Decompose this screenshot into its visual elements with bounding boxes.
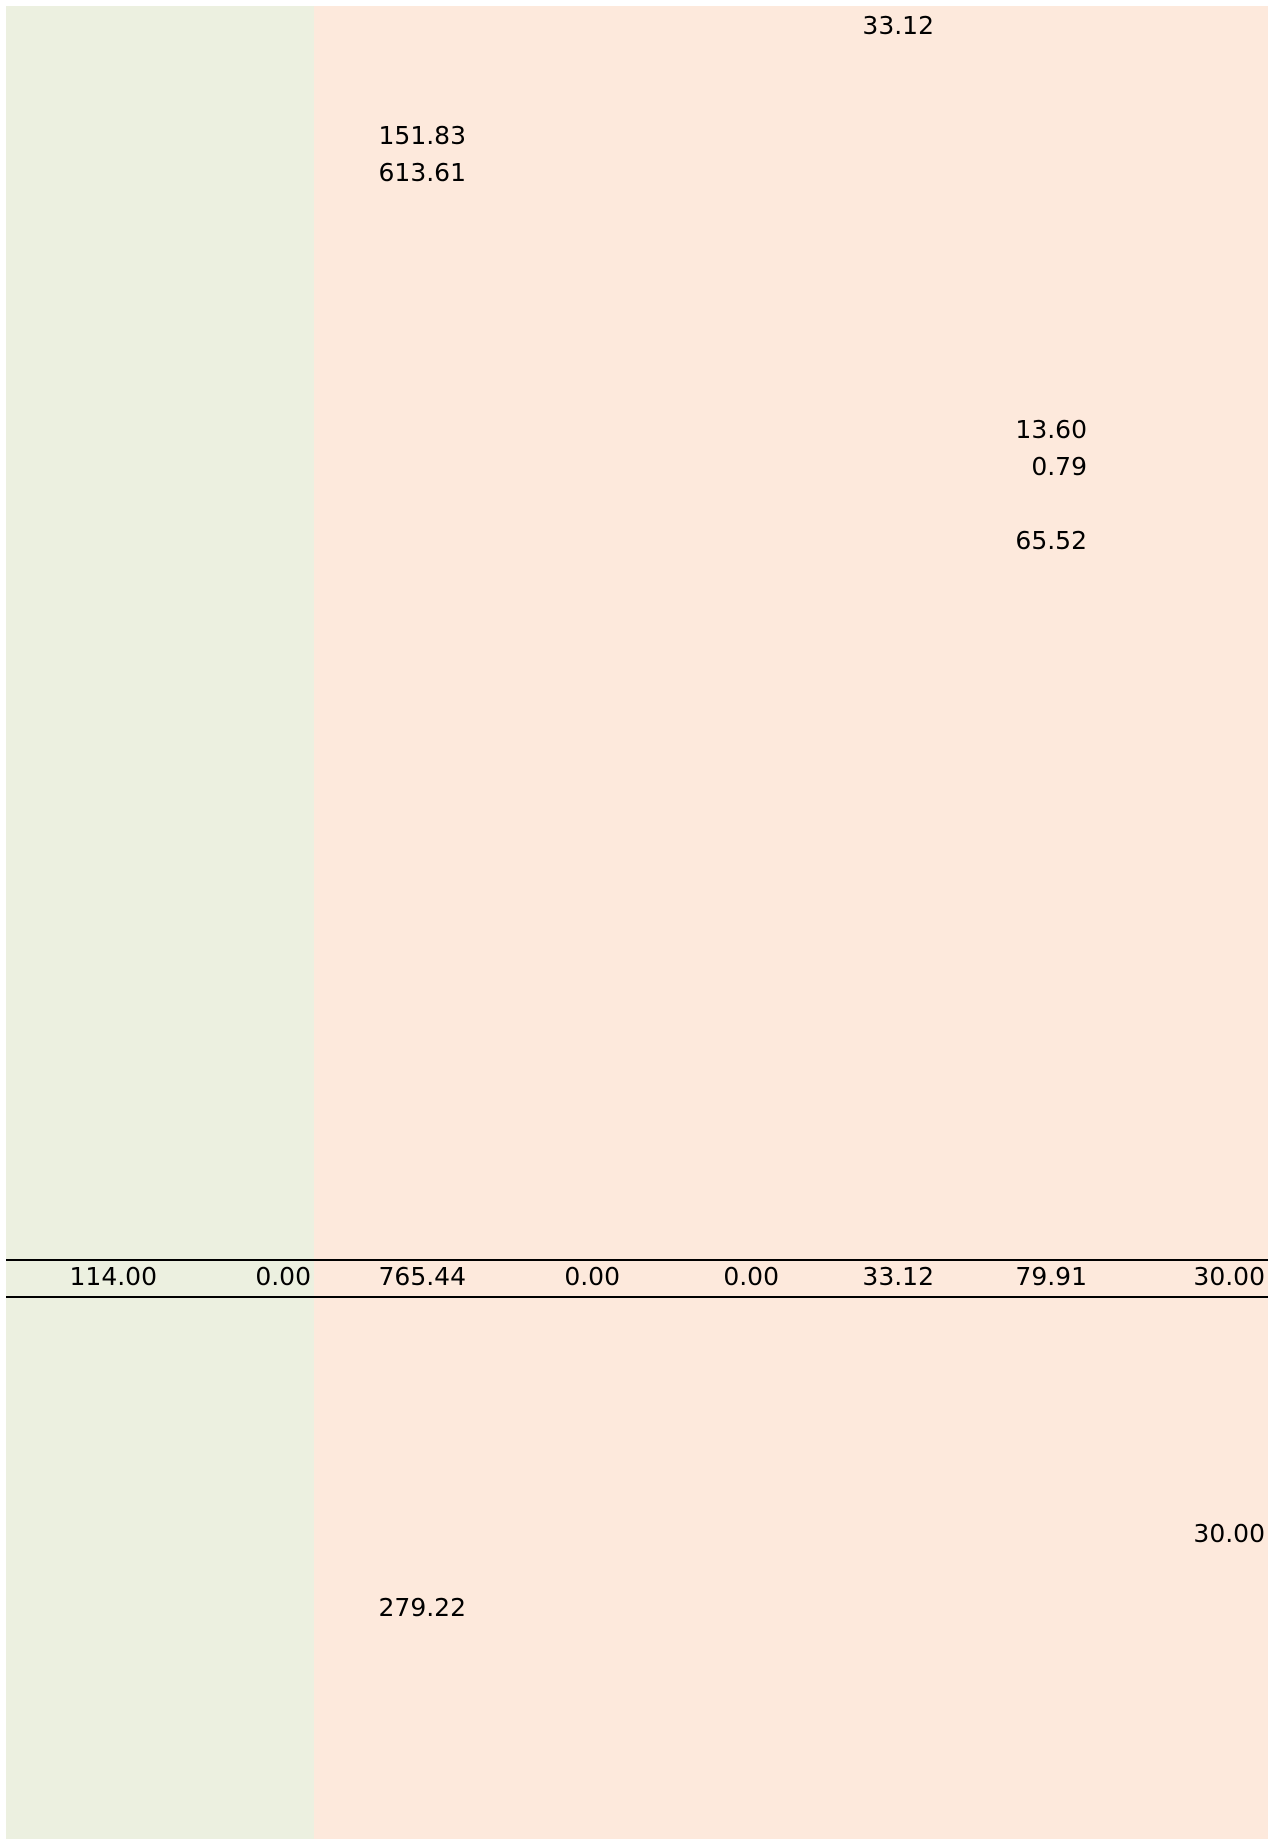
cell-value: 279.22: [378, 1592, 466, 1622]
total-value: 0.00: [723, 1261, 779, 1291]
total-value: 0.00: [255, 1261, 311, 1291]
green-column-band: [6, 6, 314, 1839]
total-value: 33.12: [862, 1261, 934, 1291]
cell-value: 151.83: [378, 120, 466, 150]
total-value: 30.00: [1193, 1261, 1265, 1291]
total-value: 765.44: [378, 1261, 466, 1291]
cell-value: 33.12: [862, 10, 934, 40]
cell-value: 0.79: [1031, 452, 1087, 482]
cell-value: 13.60: [1015, 415, 1087, 445]
totals-top-rule: [6, 1259, 1268, 1261]
total-value: 0.00: [564, 1261, 620, 1291]
total-value: 79.91: [1015, 1261, 1087, 1291]
cell-value: 65.52: [1015, 525, 1087, 555]
totals-bottom-rule: [6, 1296, 1268, 1298]
cell-value: 30.00: [1193, 1519, 1265, 1549]
cell-value: 613.61: [378, 157, 466, 187]
peach-column-band: [314, 6, 1268, 1839]
total-value: 114.00: [69, 1261, 157, 1291]
